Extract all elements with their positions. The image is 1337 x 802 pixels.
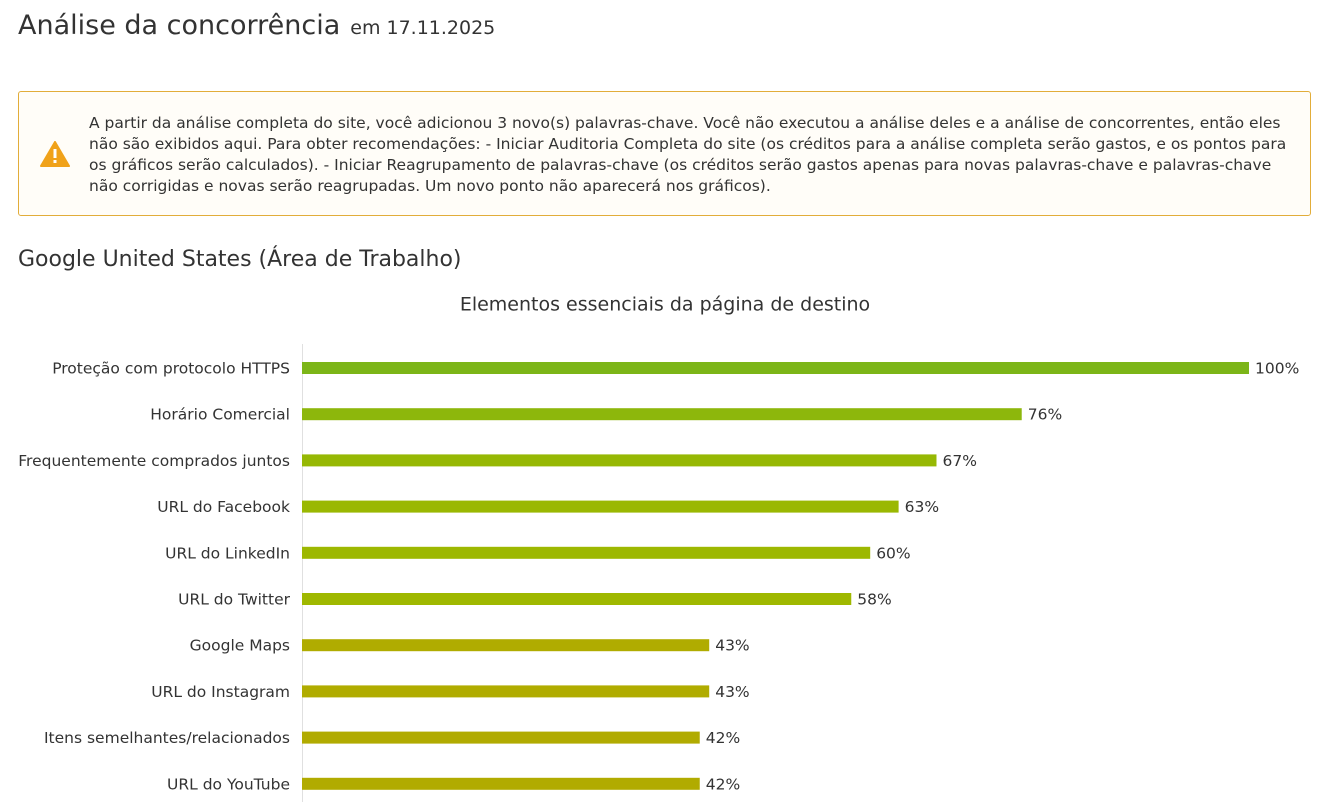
bar [302, 731, 700, 744]
title-date: em 17.11.2025 [350, 17, 496, 39]
chart-title: Elementos essenciais da página de destin… [460, 294, 870, 316]
bar [302, 500, 899, 513]
value-label: 43% [715, 637, 749, 655]
title-text: Análise da concorrência [18, 10, 341, 41]
value-label: 76% [1028, 406, 1062, 424]
bar [302, 454, 937, 467]
category-label: URL do YouTube [167, 775, 290, 793]
value-label: 43% [715, 683, 749, 701]
value-label: 60% [876, 544, 910, 562]
value-label: 58% [857, 591, 891, 609]
category-label: Horário Comercial [150, 406, 290, 424]
warning-icon [40, 141, 70, 167]
category-label: Google Maps [190, 637, 290, 655]
category-label: Proteção com protocolo HTTPS [52, 360, 290, 378]
bar [302, 777, 700, 790]
section-title: Google United States (Área de Trabalho) [18, 247, 462, 272]
category-label: Frequentemente comprados juntos [18, 452, 290, 470]
warning-alert: A partir da análise completa do site, vo… [18, 91, 1311, 216]
category-label: URL do Instagram [151, 683, 290, 701]
category-label: URL do Twitter [178, 591, 291, 609]
value-label: 63% [905, 498, 939, 516]
page-title: Análise da concorrência em 17.11.2025 [18, 10, 495, 41]
value-label: 42% [706, 775, 740, 793]
bar [302, 685, 710, 698]
bar [302, 639, 710, 652]
bar [302, 546, 871, 559]
alert-text: A partir da análise completa do site, vo… [89, 114, 1287, 195]
category-label: URL do LinkedIn [165, 544, 290, 562]
value-label: 42% [706, 729, 740, 747]
bar [302, 593, 852, 605]
bar [302, 362, 1249, 374]
category-label: Itens semelhantes/relacionados [44, 729, 290, 747]
chart: Elementos essenciais da página de destin… [18, 294, 1299, 802]
value-label: 100% [1255, 360, 1299, 378]
bar [302, 408, 1022, 421]
category-label: URL do Facebook [157, 498, 290, 516]
value-label: 67% [942, 452, 976, 470]
